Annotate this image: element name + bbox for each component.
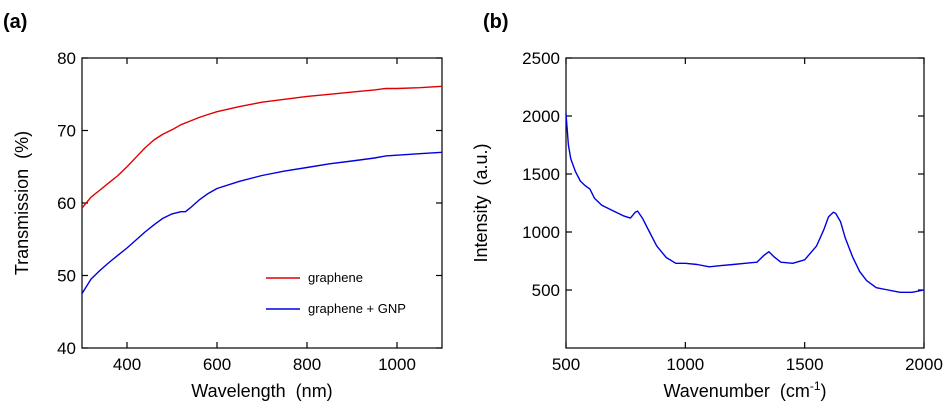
panel-a-x-axis-title: Wavelength (nm) [191,381,332,401]
panel-b-y-tick-label: 2500 [522,49,560,68]
panel-b-y-tick-label: 1000 [522,223,560,242]
panel-a-y-tick-label: 80 [57,49,76,68]
panel-a-label: (a) [3,11,27,33]
panel-b-x-tick-label: 500 [552,355,580,374]
legend-label-graphene: graphene [308,270,363,285]
panel-a-y-tick-label: 40 [57,339,76,358]
panel-b-x-axis-title-close: ) [821,381,827,401]
panel-b-series-spectrum [565,113,925,293]
panel-a-x-tick-label: 800 [293,355,321,374]
panel-a-series-graphene [81,85,443,209]
legend-label-graphene-gnp: graphene + GNP [308,301,406,316]
panel-a-y-tick-label: 50 [57,267,76,286]
panel-b-raman-chart: (b) 500 1000 1500 2000 500 1000 1500 2000 2500 W… [471,11,943,401]
panel-b-x-axis-title-main: Wavenumber (cm [663,381,809,401]
panel-a-transmission-chart: (a) 400 600 800 1000 40 50 60 70 80 Wavelength (… [3,11,443,401]
panel-b-y-tick-label: 1500 [522,165,560,184]
panel-b-x-tick-label: 1500 [786,355,824,374]
panel-b-y-axis-title: Intensity (a.u.) [471,143,491,262]
panel-b-x-tick-label: 1000 [666,355,704,374]
panel-a-x-tick-label: 1000 [378,355,416,374]
panel-b-y-tick-label: 500 [532,281,560,300]
panel-a-legend: graphene graphene + GNP [266,270,406,316]
panel-a-x-tick-label: 600 [203,355,231,374]
panel-b-y-tick-label: 2000 [522,107,560,126]
panel-a-y-axis-title: Transmission (%) [12,131,32,275]
panel-a-y-tick-label: 70 [57,122,76,141]
panel-b-label: (b) [483,11,509,33]
panel-b-x-axis-title-superscript: -1 [810,379,821,393]
panel-a-y-tick-label: 60 [57,194,76,213]
panel-a-series-graphene-gnp [81,151,443,294]
panel-b-x-axis-title: Wavenumber (cm-1) [663,379,826,401]
panel-b-plot-frame [565,57,925,349]
panel-a-x-tick-label: 400 [113,355,141,374]
panel-b-x-tick-label: 2000 [905,355,943,374]
